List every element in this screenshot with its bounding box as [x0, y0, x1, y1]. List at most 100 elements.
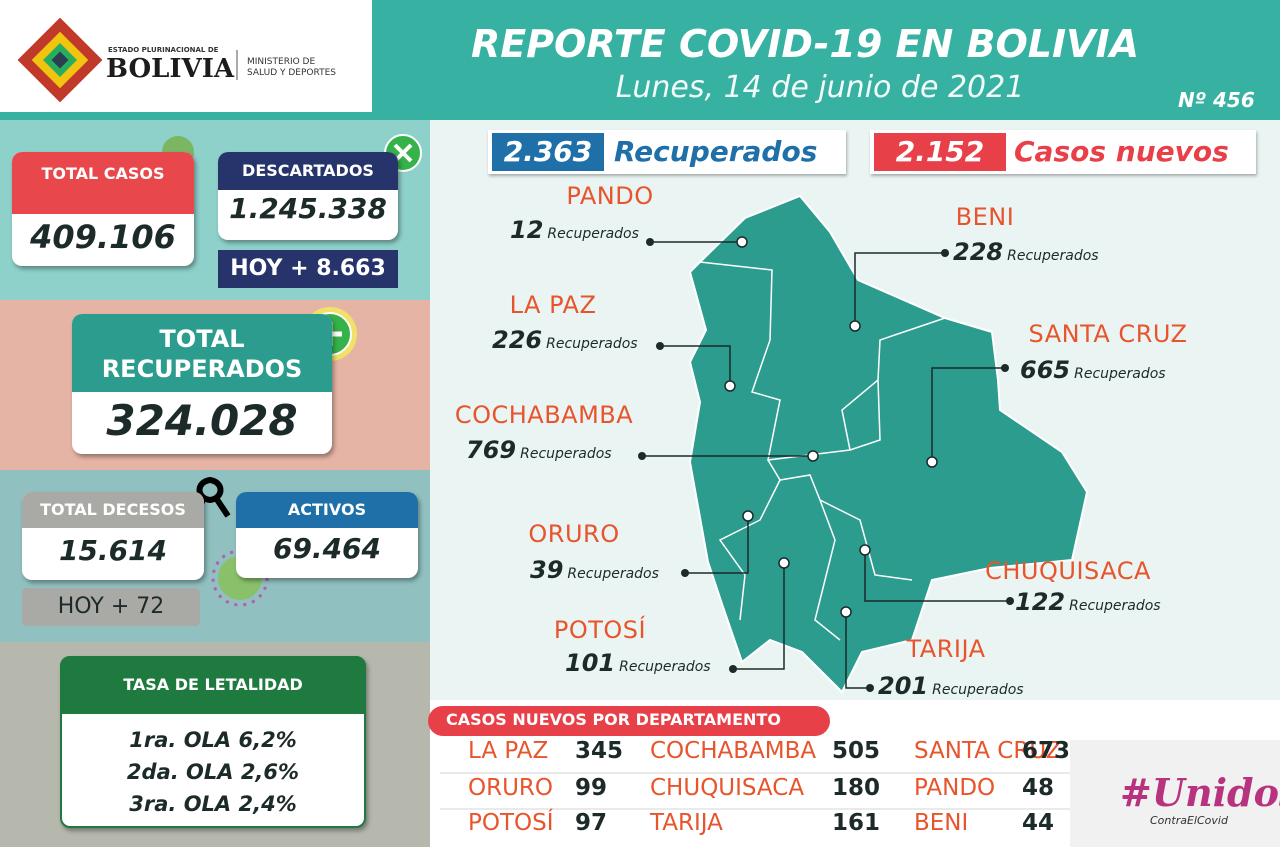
map [688, 194, 1089, 694]
department-name: SANTA CRUZ [1028, 320, 1188, 348]
leader-dot [638, 452, 646, 460]
table-value: 44 [1022, 810, 1055, 836]
new-cases-value: 2.152 [874, 133, 1006, 171]
department-name: COCHABAMBA [454, 401, 634, 429]
department-value: 101 [565, 649, 616, 677]
lethality-line: 1ra. OLA 6,2% [129, 728, 297, 752]
table-department: ORURO [468, 775, 554, 801]
recovered-new-label: Recuperados [614, 135, 818, 168]
header-band [0, 0, 1280, 120]
table-department: POTOSÍ [468, 810, 554, 836]
department-label: Recuperados [520, 446, 612, 462]
department-name: BENI [955, 203, 1015, 231]
map-dot [849, 320, 861, 332]
logo-main: BOLIVIA [106, 54, 235, 84]
department-label: Recuperados [547, 226, 639, 242]
department-recovered: 101 Recuperados [565, 649, 711, 677]
map-dot [840, 606, 852, 618]
department-value: 226 [492, 326, 543, 354]
department-recovered: 226 Recuperados [492, 326, 638, 354]
table-department: TARIJA [650, 810, 723, 836]
leader-dot [941, 249, 949, 257]
table-value: 99 [575, 775, 608, 801]
department-name: POTOSÍ [553, 616, 647, 644]
department-recovered: 201 Recuperados [878, 672, 1024, 700]
department-value: 201 [878, 672, 929, 700]
leader-dot [656, 342, 664, 350]
department-value: 122 [1015, 588, 1066, 616]
active-value: 69.464 [272, 532, 382, 565]
campaign-bg [1070, 740, 1280, 847]
lethality-line: 2da. OLA 2,6% [126, 760, 300, 784]
campaign-tag: #Unidos [1120, 770, 1280, 815]
leader-line [685, 516, 749, 574]
department-name: TARIJA [906, 635, 986, 663]
table-value: 180 [832, 775, 881, 801]
lethality-label: TASA DE LETALIDAD [60, 656, 366, 714]
map-dot [926, 456, 938, 468]
logo-mosaic [17, 17, 103, 103]
table-title: CASOS NUEVOS POR DEPARTAMENTO [446, 710, 781, 729]
department-recovered: 12 Recuperados [510, 216, 639, 244]
map-borders [699, 261, 946, 641]
ministry: MINISTERIO DE SALUD Y DEPORTES [247, 57, 336, 79]
total-cases-value: 409.106 [30, 218, 176, 256]
department-name: PANDO [566, 182, 654, 210]
leader-dot [646, 238, 654, 246]
map-dot [724, 380, 736, 392]
department-value: 12 [510, 216, 544, 244]
leader-dot [681, 569, 689, 577]
department-name: LA PAZ [509, 291, 597, 319]
table-department: LA PAZ [468, 738, 549, 764]
leader-dot [729, 665, 737, 673]
table-header-bg [428, 706, 830, 736]
active-label: ACTIVOS [236, 492, 418, 528]
map-dot [859, 544, 871, 556]
campaign-sub: ContraElCovid [1150, 814, 1228, 827]
department-name: ORURO [528, 520, 620, 548]
leader-dot [1001, 364, 1009, 372]
table-value: 97 [575, 810, 608, 836]
title: REPORTE COVID-19 EN BOLIVIA [470, 22, 1140, 66]
map-dot [778, 557, 790, 569]
table-rules [440, 772, 1140, 810]
department-value: 39 [530, 556, 564, 584]
lethality-lines: 1ra. OLA 6,2% 2da. OLA 2,6% 3ra. OLA 2,4… [60, 724, 366, 820]
department-recovered: 769 Recuperados [466, 436, 612, 464]
table-value: 673 [1022, 738, 1071, 764]
total-cases-label: TOTAL CASOS [12, 152, 194, 214]
table-department: CHUQUISACA [650, 775, 805, 801]
department-recovered: 122 Recuperados [1015, 588, 1161, 616]
leader-line [854, 252, 945, 326]
table-value: 161 [832, 810, 881, 836]
department-label: Recuperados [1074, 366, 1166, 382]
leader-line [660, 345, 731, 386]
table-value: 48 [1022, 775, 1055, 801]
table-value: 505 [832, 738, 881, 764]
new-cases-label: Casos nuevos [1014, 135, 1229, 168]
department-label: Recuperados [932, 682, 1024, 698]
department-recovered: 665 Recuperados [1020, 356, 1166, 384]
table-department: BENI [914, 810, 969, 836]
department-label: Recuperados [1069, 598, 1161, 614]
table-value: 345 [575, 738, 624, 764]
leader-line [845, 612, 870, 689]
report-number: Nº 456 [1178, 88, 1255, 112]
discarded-today: HOY + 8.663 [218, 250, 398, 288]
department-value: 769 [466, 436, 517, 464]
deaths-label: TOTAL DECESOS [22, 492, 204, 528]
leader-line [733, 563, 785, 670]
ministry-line: MINISTERIO DE [247, 57, 316, 67]
leader-dot [1006, 597, 1014, 605]
department-label: Recuperados [567, 566, 659, 582]
department-value: 665 [1020, 356, 1071, 384]
table-department: SANTA CRUZ [914, 738, 1062, 764]
recovered-label: TOTAL RECUPERADOS [72, 314, 332, 392]
department-recovered: 228 Recuperados [953, 238, 1099, 266]
date: Lunes, 14 de junio de 2021 [615, 70, 1025, 105]
discarded-label: DESCARTADOS [218, 152, 398, 190]
recovered-new-value: 2.363 [492, 133, 604, 171]
department-name: CHUQUISACA [985, 557, 1151, 585]
map-dot [742, 510, 754, 522]
